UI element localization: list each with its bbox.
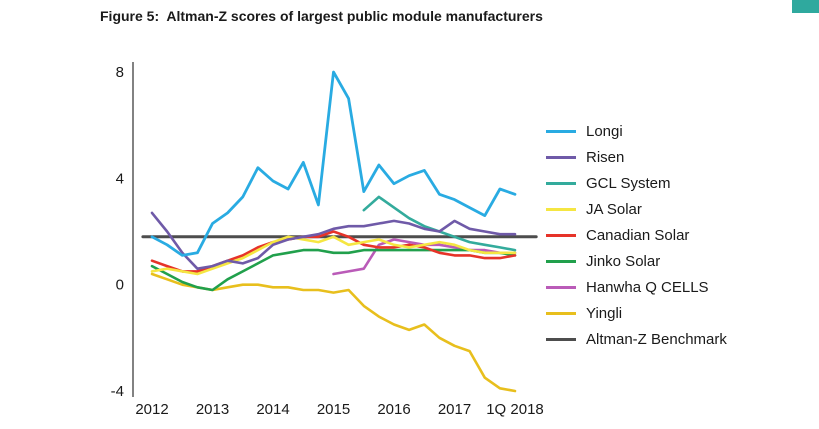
legend-item: JA Solar (546, 196, 727, 222)
legend-swatch (546, 129, 576, 133)
y-tick-label: 0 (116, 277, 124, 294)
legend-item: GCL System (546, 170, 727, 196)
brand-corner-mark (792, 0, 819, 13)
legend-swatch (546, 233, 576, 237)
legend-swatch (546, 311, 576, 315)
series-line-risen (150, 211, 517, 270)
legend-label: Yingli (586, 304, 623, 322)
legend-item: Jinko Solar (546, 248, 727, 274)
x-tick-label: 2012 (135, 401, 168, 418)
chart-area: 8 4 0 -4 2012 2013 2014 2015 2016 2017 1Q 2018 (70, 48, 550, 420)
legend-item: Risen (546, 144, 727, 170)
y-tick-label: 4 (116, 170, 124, 187)
legend-swatch (546, 285, 576, 289)
legend-item: Yingli (546, 300, 727, 326)
y-tick-label: -4 (111, 383, 124, 400)
legend-item: Longi (546, 118, 727, 144)
legend-item: Hanwha Q CELLS (546, 274, 727, 300)
figure-title: Figure 5: Altman-Z scores of largest pub… (100, 8, 543, 24)
legend-swatch (546, 337, 576, 341)
legend-label: Canadian Solar (586, 226, 690, 244)
legend-label: GCL System (586, 174, 671, 192)
legend-item: Altman-Z Benchmark (546, 326, 727, 352)
legend-swatch (546, 207, 576, 211)
x-tick-label: 2013 (196, 401, 229, 418)
x-tick-label: 2014 (256, 401, 289, 418)
series-line-ja-solar (150, 235, 517, 276)
x-tick-label: 2017 (438, 401, 471, 418)
x-tick-label: 1Q 2018 (486, 401, 544, 418)
legend-swatch (546, 259, 576, 263)
chart-legend: Longi Risen GCL System JA Solar Canadian Sol… (546, 118, 727, 352)
series-line-yingli (150, 272, 517, 393)
legend-label: Hanwha Q CELLS (586, 278, 709, 296)
legend-label: Risen (586, 148, 625, 166)
line-chart-canvas: 8 4 0 -4 2012 2013 2014 2015 2016 2017 1Q 2018 (111, 62, 544, 418)
legend-swatch (546, 155, 576, 159)
series-line-longi (150, 70, 517, 257)
legend-label: Jinko Solar (586, 252, 661, 270)
series-line-jinko-solar (150, 248, 517, 292)
legend-label: JA Solar (586, 200, 642, 218)
x-tick-label: 2015 (317, 401, 350, 418)
y-tick-label: 8 (116, 64, 124, 81)
x-tick-label: 2016 (377, 401, 410, 418)
legend-label: Longi (586, 122, 623, 140)
legend-label: Altman-Z Benchmark (586, 330, 727, 348)
legend-swatch (546, 181, 576, 185)
legend-item: Canadian Solar (546, 222, 727, 248)
